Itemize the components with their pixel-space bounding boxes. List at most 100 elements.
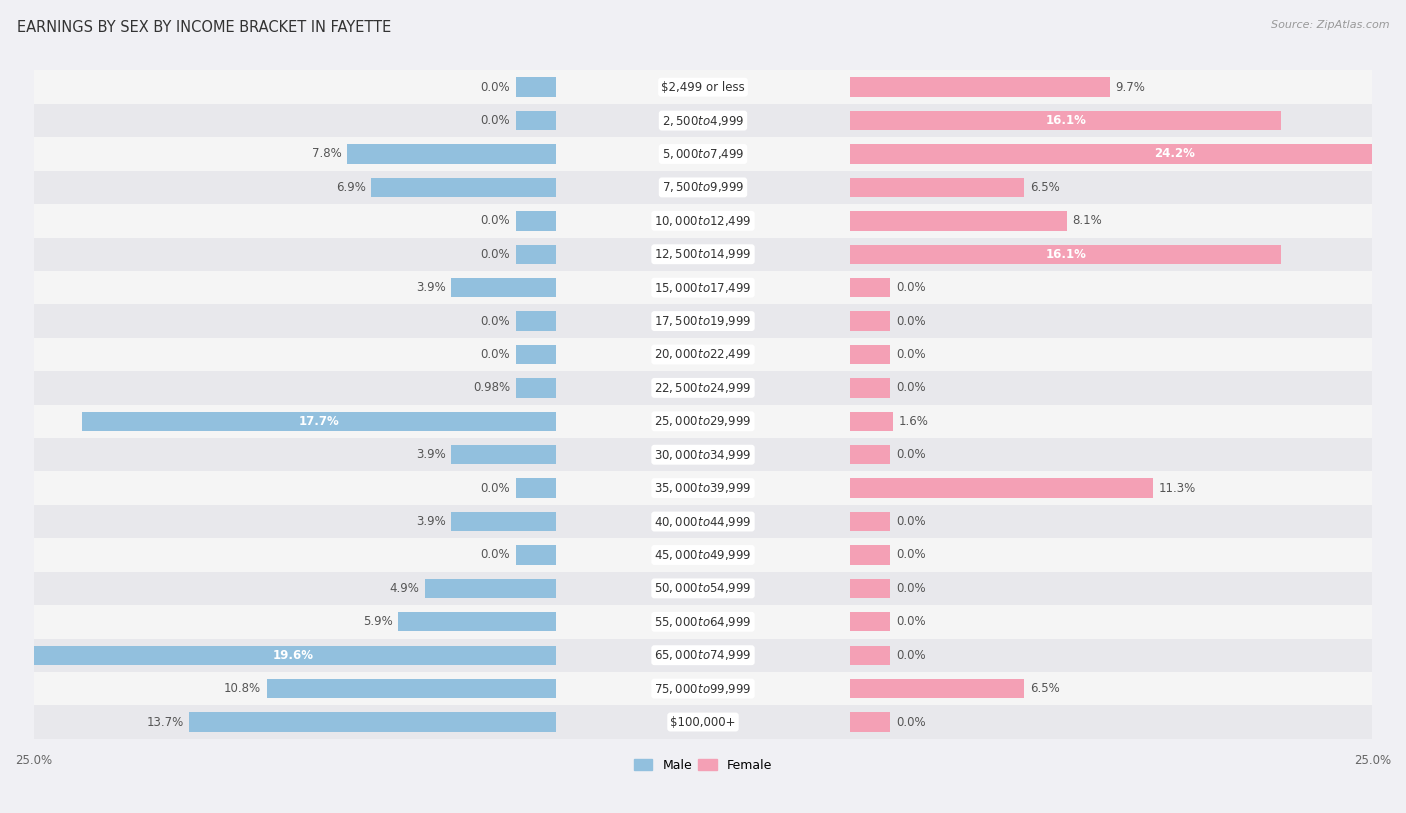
Bar [34, 171, 1372, 204]
Bar [851, 546, 890, 565]
Text: $100,000+: $100,000+ [671, 715, 735, 728]
Text: $15,000 to $17,499: $15,000 to $17,499 [654, 280, 752, 294]
Bar [34, 505, 1372, 538]
Bar [31, 646, 555, 665]
Bar [851, 345, 890, 364]
Text: $7,500 to $9,999: $7,500 to $9,999 [662, 180, 744, 194]
Text: 16.1%: 16.1% [1046, 114, 1087, 127]
Text: $55,000 to $64,999: $55,000 to $64,999 [654, 615, 752, 628]
Bar [34, 472, 1372, 505]
Bar [851, 512, 890, 531]
Bar [516, 378, 555, 398]
Text: 0.0%: 0.0% [481, 248, 510, 261]
Text: 11.3%: 11.3% [1159, 481, 1195, 494]
Bar [851, 311, 890, 331]
Bar [34, 237, 1372, 271]
Text: 4.9%: 4.9% [389, 582, 419, 595]
Bar [34, 271, 1372, 304]
Text: 0.0%: 0.0% [896, 549, 925, 562]
Text: 3.9%: 3.9% [416, 281, 446, 294]
Text: 0.0%: 0.0% [896, 381, 925, 394]
Bar [425, 579, 555, 598]
Bar [34, 372, 1372, 405]
Bar [347, 145, 555, 163]
Bar [851, 478, 1153, 498]
Text: 0.0%: 0.0% [896, 615, 925, 628]
Bar [851, 646, 890, 665]
Bar [516, 311, 555, 331]
Text: $12,500 to $14,999: $12,500 to $14,999 [654, 247, 752, 261]
Bar [516, 211, 555, 231]
Text: 0.0%: 0.0% [896, 315, 925, 328]
Bar [34, 337, 1372, 372]
Text: 1.6%: 1.6% [898, 415, 928, 428]
Text: 0.0%: 0.0% [481, 549, 510, 562]
Text: 0.0%: 0.0% [481, 315, 510, 328]
Legend: Male, Female: Male, Female [628, 754, 778, 776]
Bar [451, 512, 555, 531]
Bar [851, 111, 1281, 130]
Text: $35,000 to $39,999: $35,000 to $39,999 [654, 481, 752, 495]
Bar [516, 546, 555, 565]
Text: 0.0%: 0.0% [481, 80, 510, 93]
Text: 6.9%: 6.9% [336, 181, 366, 194]
Text: $5,000 to $7,499: $5,000 to $7,499 [662, 147, 744, 161]
Bar [851, 445, 890, 464]
Text: 0.0%: 0.0% [896, 448, 925, 461]
Text: 0.0%: 0.0% [896, 348, 925, 361]
Bar [34, 104, 1372, 137]
Bar [34, 572, 1372, 605]
Text: 6.5%: 6.5% [1029, 181, 1060, 194]
Bar [451, 278, 555, 298]
Text: $25,000 to $29,999: $25,000 to $29,999 [654, 415, 752, 428]
Bar [82, 411, 555, 431]
Text: 16.1%: 16.1% [1046, 248, 1087, 261]
Text: 0.0%: 0.0% [896, 582, 925, 595]
Text: 7.8%: 7.8% [312, 147, 342, 160]
Bar [398, 612, 555, 632]
Text: $2,499 or less: $2,499 or less [661, 80, 745, 93]
Text: 3.9%: 3.9% [416, 448, 446, 461]
Text: 9.7%: 9.7% [1115, 80, 1146, 93]
Text: 0.0%: 0.0% [481, 215, 510, 228]
Bar [34, 137, 1372, 171]
Text: $50,000 to $54,999: $50,000 to $54,999 [654, 581, 752, 595]
Bar [851, 278, 890, 298]
Text: 0.0%: 0.0% [896, 515, 925, 528]
Text: $45,000 to $49,999: $45,000 to $49,999 [654, 548, 752, 562]
Bar [516, 77, 555, 97]
Bar [851, 612, 890, 632]
Bar [34, 638, 1372, 672]
Text: $20,000 to $22,499: $20,000 to $22,499 [654, 347, 752, 362]
Text: $30,000 to $34,999: $30,000 to $34,999 [654, 448, 752, 462]
Text: 0.98%: 0.98% [472, 381, 510, 394]
Text: $75,000 to $99,999: $75,000 to $99,999 [654, 681, 752, 696]
Text: 3.9%: 3.9% [416, 515, 446, 528]
Text: 19.6%: 19.6% [273, 649, 314, 662]
Bar [516, 478, 555, 498]
Bar [371, 178, 555, 197]
Text: $2,500 to $4,999: $2,500 to $4,999 [662, 114, 744, 128]
Bar [851, 411, 893, 431]
Text: Source: ZipAtlas.com: Source: ZipAtlas.com [1271, 20, 1389, 30]
Bar [851, 145, 1406, 163]
Text: $65,000 to $74,999: $65,000 to $74,999 [654, 648, 752, 663]
Bar [851, 378, 890, 398]
Text: 17.7%: 17.7% [298, 415, 339, 428]
Text: 0.0%: 0.0% [896, 715, 925, 728]
Bar [34, 672, 1372, 706]
Bar [851, 712, 890, 732]
Text: $10,000 to $12,499: $10,000 to $12,499 [654, 214, 752, 228]
Bar [851, 245, 1281, 264]
Bar [34, 405, 1372, 438]
Bar [188, 712, 555, 732]
Text: 24.2%: 24.2% [1154, 147, 1195, 160]
Text: $17,500 to $19,999: $17,500 to $19,999 [654, 314, 752, 328]
Bar [516, 345, 555, 364]
Bar [34, 304, 1372, 337]
Bar [451, 445, 555, 464]
Bar [34, 538, 1372, 572]
Bar [34, 71, 1372, 104]
Bar [851, 579, 890, 598]
Text: 0.0%: 0.0% [481, 114, 510, 127]
